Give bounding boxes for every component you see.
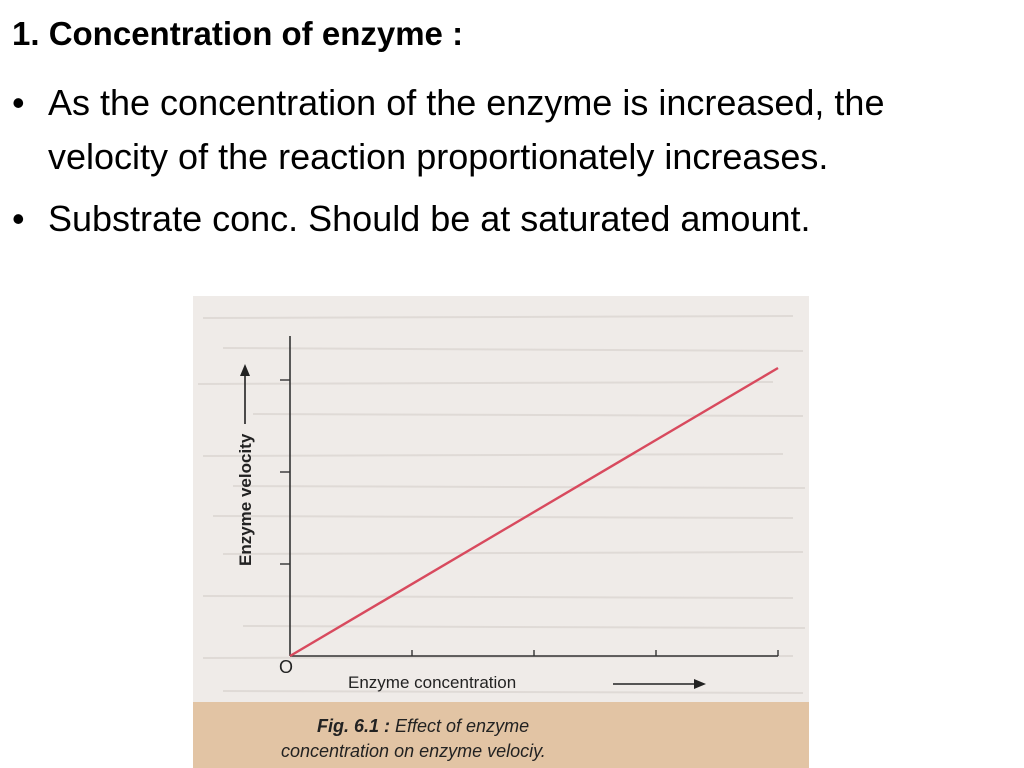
series-line	[289, 366, 779, 658]
figure-canvas: O Enzyme velocity Enzyme concentration F…	[193, 315, 809, 768]
bullet-dot-icon: •	[12, 82, 25, 123]
x-arrow-icon	[613, 679, 706, 689]
slide-heading: 1. Concentration of enzyme :	[12, 15, 464, 52]
x-axis-label: Enzyme concentration	[348, 673, 516, 692]
y-axis-title: Enzyme velocity	[236, 433, 255, 566]
bullet-text: As the concentration of the enzyme is in…	[48, 82, 885, 177]
bullet-text: Substrate conc. Should be at saturated a…	[48, 198, 811, 239]
figure-caption-line1: Fig. 6.1 : Effect of enzyme	[317, 716, 529, 736]
y-axis-label: Enzyme velocity	[236, 433, 255, 566]
bullet-list: • As the concentration of the enzyme is …	[8, 76, 1008, 254]
caption-fig-number: Fig. 6.1 :	[317, 716, 390, 736]
bullet-dot-icon: •	[12, 198, 25, 239]
enzyme-figure: O Enzyme velocity Enzyme concentration F…	[193, 296, 809, 768]
background-texture	[197, 315, 806, 694]
caption-title: Effect of enzyme	[390, 716, 529, 736]
bullet-item: • As the concentration of the enzyme is …	[8, 76, 1008, 184]
caption-band	[193, 702, 809, 768]
figure-caption-line2: concentration on enzyme velociy.	[281, 741, 546, 761]
bullet-item: • Substrate conc. Should be at saturated…	[8, 192, 1008, 246]
origin-label: O	[279, 657, 293, 677]
y-arrow-icon	[240, 364, 250, 424]
